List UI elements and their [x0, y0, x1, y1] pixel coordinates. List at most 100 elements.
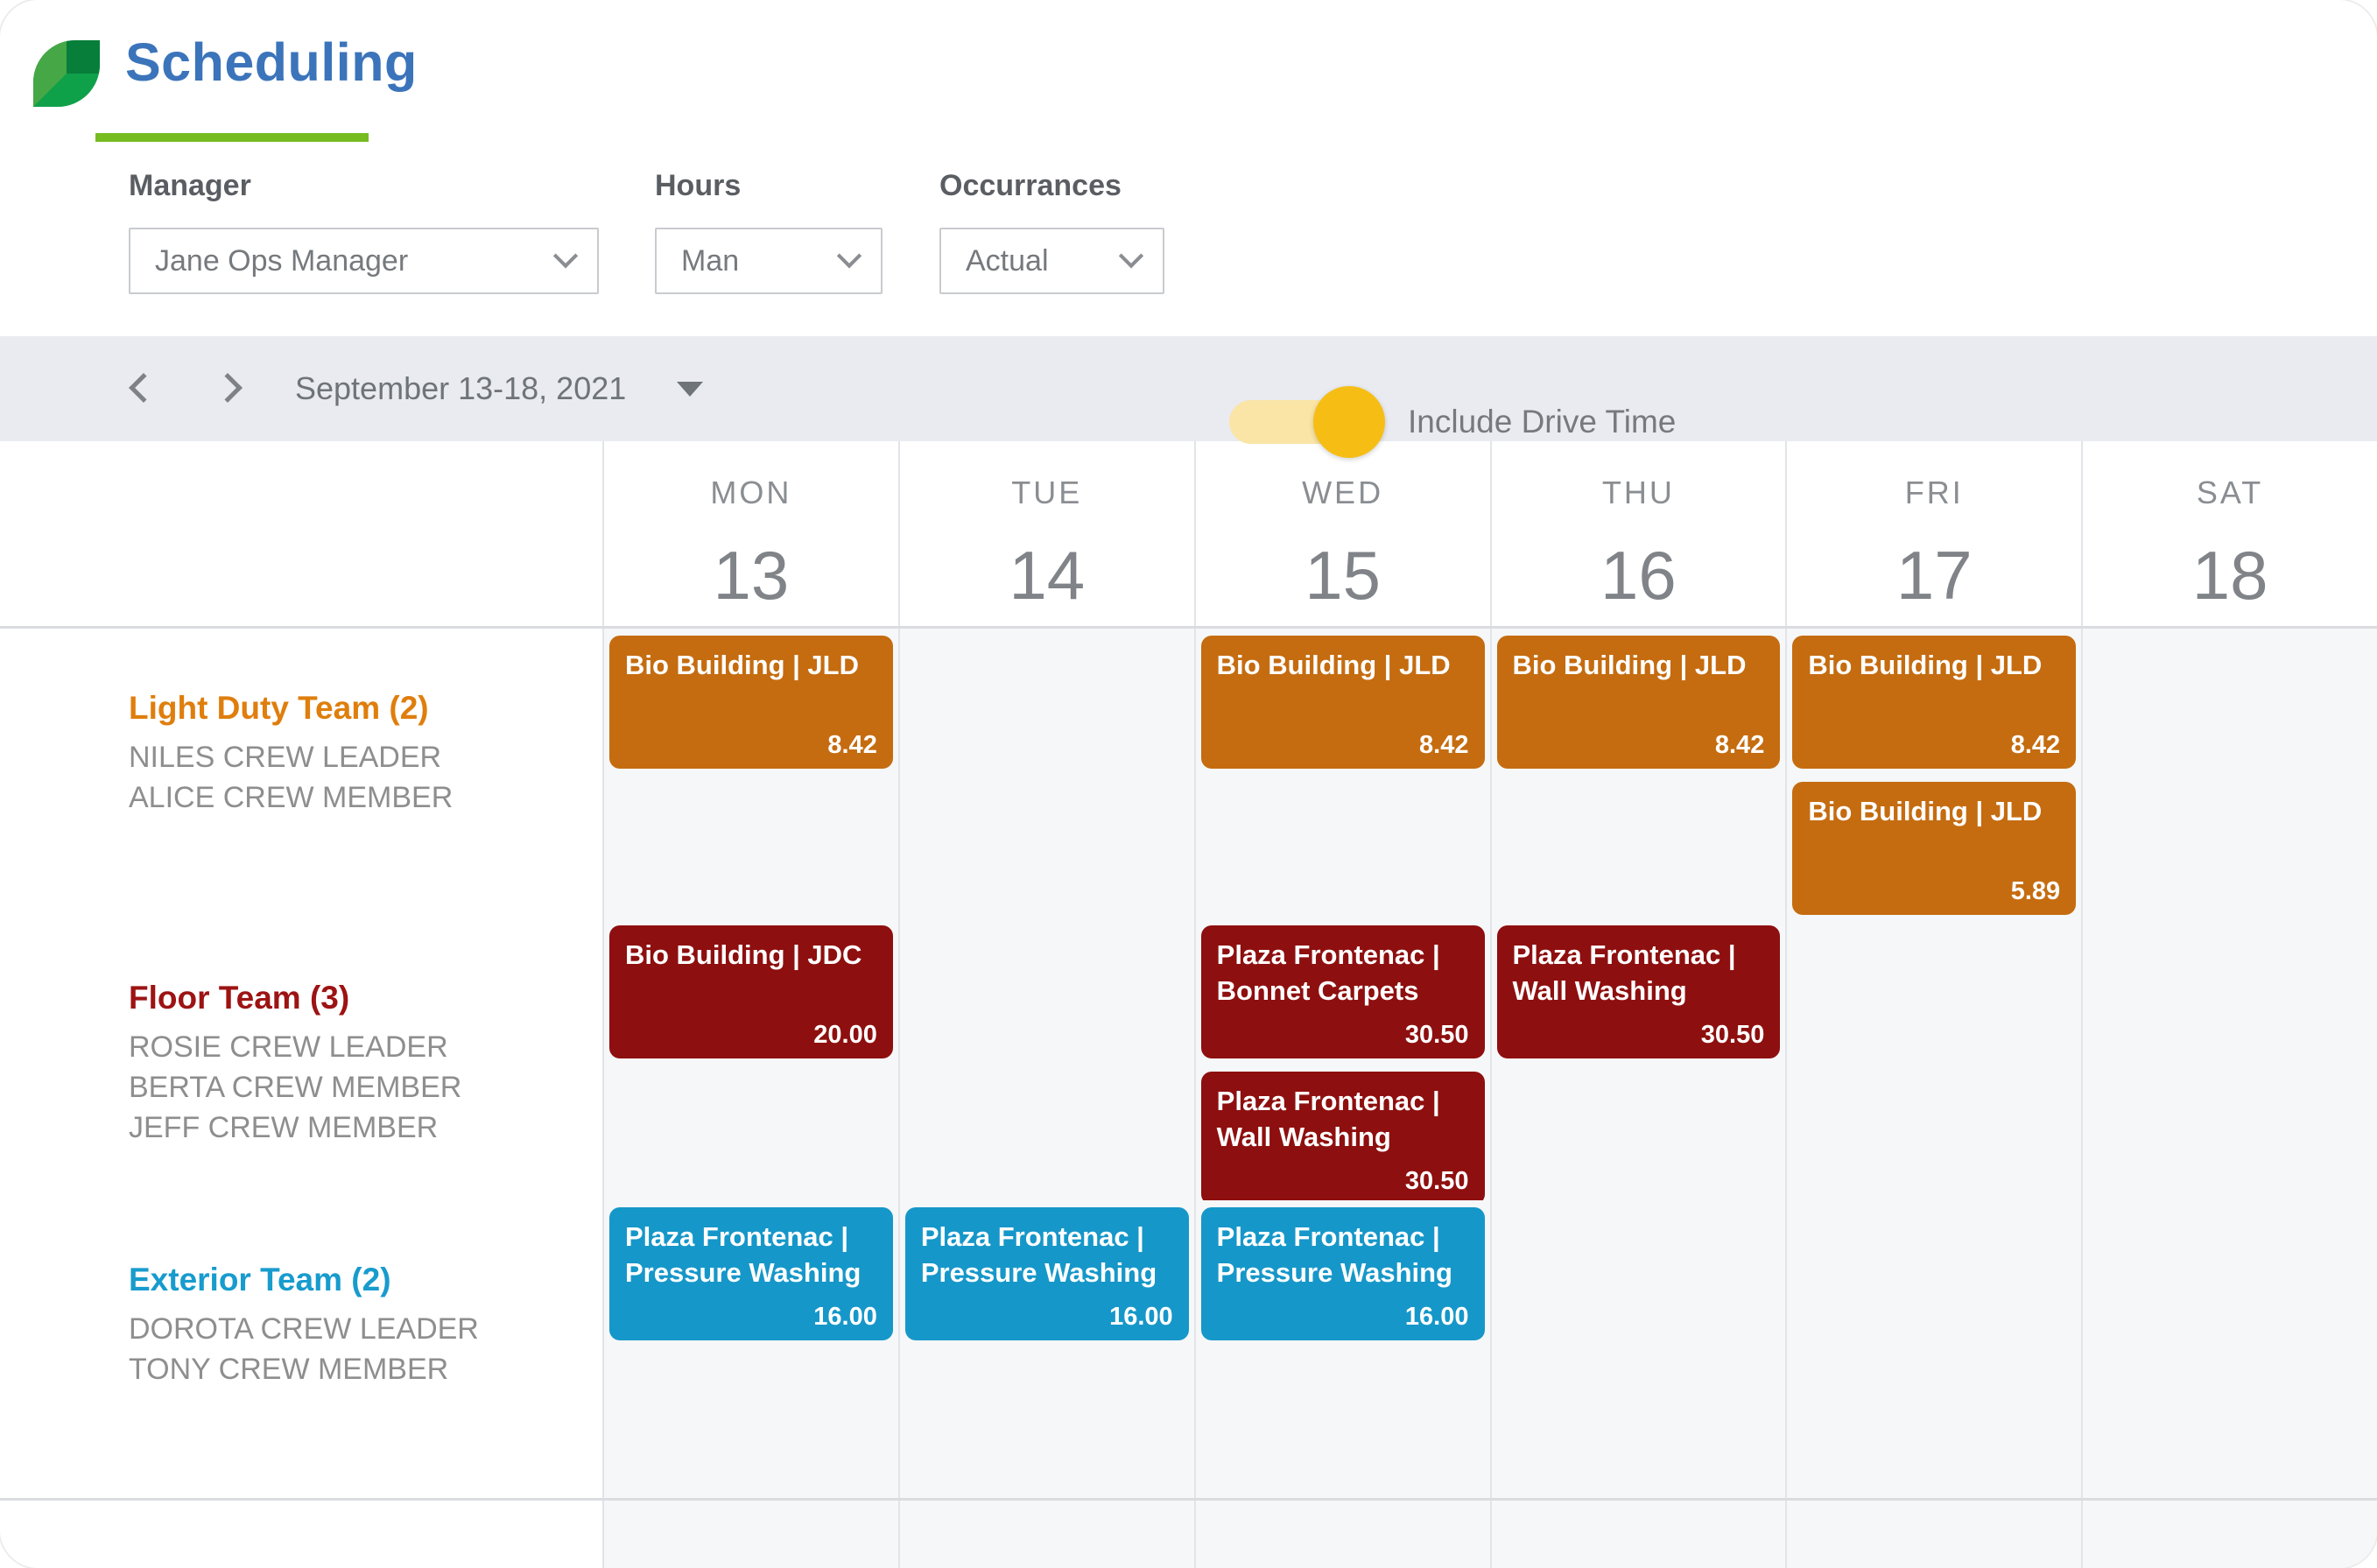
schedule-event-card[interactable]: Bio Building | JDC 20.00: [609, 925, 893, 1058]
event-hours-value: 16.00: [1404, 1303, 1469, 1331]
chevron-down-icon: [1118, 243, 1144, 269]
schedule-event-card[interactable]: Bio Building | JLD 8.42: [1200, 636, 1485, 769]
team-name: Exterior Team (2): [129, 1262, 391, 1297]
team-label: Floor Team (3) ROSIE CREW LEADER BERTA CRE…: [0, 918, 602, 1218]
include-drive-time-toggle[interactable]: [1229, 386, 1385, 458]
event-hours-value: 8.42: [827, 731, 877, 759]
event-hours-value: 30.50: [1700, 1021, 1765, 1049]
day-header-fri: FRI 17: [1785, 441, 2081, 626]
header-label-spacer: [0, 441, 602, 626]
schedule-event-card[interactable]: Plaza Frontenac | Wall Washing 30.50: [1496, 925, 1781, 1058]
occurrances-label: Occurrances: [939, 169, 1122, 202]
event-hours-value: 8.42: [2010, 731, 2061, 759]
date-navigation-bar: September 13-18, 2021: [0, 336, 2377, 441]
next-week-button[interactable]: [207, 369, 247, 409]
schedule-cell: [2081, 1501, 2377, 1568]
schedule-cell: [1785, 918, 2082, 1218]
include-drive-time-label: Include Drive Time: [1408, 404, 1677, 439]
chevron-left-icon: [129, 373, 158, 403]
schedule-cell: Bio Building | JLD 8.42 Bio Building | JLD…: [1785, 629, 2082, 928]
schedule-cell: Plaza Frontenac | Pressure Washing 16.00: [1193, 1200, 1490, 1498]
member-name: JEFF CREW MEMBER: [129, 1111, 439, 1144]
occurrances-select-value: Actual: [966, 243, 1049, 278]
team-label: [0, 1501, 602, 1568]
event-title: Bio Building | JLD: [1808, 796, 2043, 826]
member-name: ROSIE CREW LEADER: [129, 1030, 448, 1064]
active-tab-underline: [95, 133, 369, 142]
previous-week-button[interactable]: [123, 369, 163, 409]
app-header: Scheduling: [0, 0, 2377, 144]
day-date: 16: [1600, 537, 1677, 614]
event-hours-value: 30.50: [1404, 1021, 1469, 1049]
hours-label: Hours: [655, 169, 742, 202]
drive-time-toggle-group: Include Drive Time: [1229, 386, 1677, 458]
member-name: NILES CREW LEADER: [129, 741, 442, 774]
day-date: 15: [1305, 537, 1381, 614]
schedule-event-card[interactable]: Plaza Frontenac | Pressure Washing 16.00: [1200, 1207, 1485, 1340]
event-title: Bio Building | JLD: [625, 650, 859, 680]
chevron-right-icon: [213, 373, 243, 403]
schedule-event-card[interactable]: Bio Building | JLD 8.42: [609, 636, 893, 769]
team-label: Exterior Team (2) DOROTA CREW LEADER TONY …: [0, 1200, 602, 1498]
hours-select[interactable]: Man: [655, 228, 883, 294]
day-name: WED: [1302, 475, 1384, 510]
member-name: DOROTA CREW LEADER: [129, 1312, 479, 1346]
schedule-event-card[interactable]: Plaza Frontenac | Pressure Washing 16.00: [904, 1207, 1189, 1340]
schedule-cell: [1193, 1501, 1490, 1568]
event-hours-value: 8.42: [1419, 731, 1469, 759]
day-header-tue: TUE 14: [897, 441, 1194, 626]
day-name: FRI: [1904, 475, 1964, 510]
schedule-event-card[interactable]: Plaza Frontenac | Bonnet Carpets 30.50: [1200, 925, 1485, 1058]
schedule-event-card[interactable]: Bio Building | JLD 8.42: [1792, 636, 2077, 769]
member-name: BERTA CREW MEMBER: [129, 1071, 462, 1104]
day-header-wed: WED 15: [1193, 441, 1490, 626]
event-hours-value: 30.50: [1404, 1167, 1469, 1195]
schedule-event-card[interactable]: Bio Building | JLD 8.42: [1496, 636, 1781, 769]
team-row: Light Duty Team (2) NILES CREW LEADER ALIC…: [0, 626, 2377, 928]
schedule-cell: Plaza Frontenac | Pressure Washing 16.00: [897, 1200, 1194, 1498]
event-title: Bio Building | JLD: [1216, 650, 1451, 680]
event-hours-value: 20.00: [813, 1021, 877, 1049]
event-title: Plaza Frontenac | Pressure Washing: [920, 1221, 1157, 1288]
schedule-event-card[interactable]: Plaza Frontenac | Wall Washing 30.50: [1200, 1072, 1485, 1205]
filter-bar: Manager Jane Ops Manager Hours Man Occur…: [0, 144, 2377, 458]
manager-select-value: Jane Ops Manager: [155, 243, 409, 278]
schedule-cell: [2081, 629, 2377, 928]
schedule-cell: Plaza Frontenac | Bonnet Carpets 30.50 Pla…: [1193, 918, 1490, 1218]
chevron-down-icon: [552, 243, 579, 269]
date-range-dropdown[interactable]: September 13-18, 2021: [295, 370, 704, 407]
event-title: Bio Building | JLD: [1512, 650, 1747, 680]
team-name: Floor Team (3): [129, 980, 350, 1016]
member-name: TONY CREW MEMBER: [129, 1353, 449, 1386]
schedule-event-card[interactable]: Plaza Frontenac | Pressure Washing 16.00: [609, 1207, 893, 1340]
schedule-cell: Plaza Frontenac | Pressure Washing 16.00: [602, 1200, 898, 1498]
event-title: Plaza Frontenac | Pressure Washing: [1216, 1221, 1452, 1288]
schedule-event-card[interactable]: Bio Building | JLD 5.89: [1792, 782, 2077, 915]
manager-label: Manager: [129, 169, 251, 202]
day-date: 17: [1895, 537, 1973, 614]
manager-select[interactable]: Jane Ops Manager: [129, 228, 599, 294]
hours-filter: Hours Man: [655, 169, 883, 294]
event-title: Plaza Frontenac | Bonnet Carpets: [1216, 939, 1440, 1006]
schedule-cell: [1785, 1200, 2082, 1498]
team-row: Floor Team (3) ROSIE CREW LEADER BERTA CRE…: [0, 916, 2377, 1218]
day-name: SAT: [2196, 475, 2264, 510]
schedule-cell: [1489, 1200, 1786, 1498]
team-name: Light Duty Team (2): [129, 690, 429, 726]
event-title: Plaza Frontenac | Wall Washing: [1512, 939, 1736, 1006]
team-row-partial: [0, 1498, 2377, 1568]
caret-down-icon: [677, 381, 704, 397]
event-title: Bio Building | JDC: [625, 939, 862, 970]
schedule-cell: [1785, 1501, 2082, 1568]
schedule-cell: Bio Building | JLD 8.42: [1489, 629, 1786, 928]
page-title: Scheduling: [125, 32, 418, 92]
occurrances-select[interactable]: Actual: [939, 228, 1164, 294]
schedule-cell: Bio Building | JDC 20.00: [602, 918, 898, 1218]
leaf-icon: [33, 40, 100, 107]
schedule-cell: [2081, 918, 2377, 1218]
schedule-cell: [897, 629, 1194, 928]
event-title: Plaza Frontenac | Wall Washing: [1216, 1086, 1440, 1152]
schedule-cell: [1489, 1501, 1786, 1568]
day-header-mon: MON 13: [602, 441, 898, 626]
